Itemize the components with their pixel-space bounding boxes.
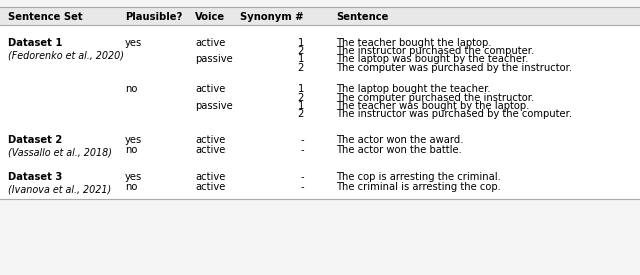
Text: The teacher bought the laptop.: The teacher bought the laptop. xyxy=(336,38,492,48)
Text: 2: 2 xyxy=(298,93,304,103)
Text: The computer was purchased by the instructor.: The computer was purchased by the instru… xyxy=(336,63,572,73)
Text: no: no xyxy=(125,145,137,155)
Text: yes: yes xyxy=(125,38,142,48)
Text: 2: 2 xyxy=(298,109,304,119)
Text: Dataset 2: Dataset 2 xyxy=(8,135,62,145)
Text: active: active xyxy=(195,182,225,192)
Text: The cop is arresting the criminal.: The cop is arresting the criminal. xyxy=(336,172,501,182)
Text: -: - xyxy=(300,182,304,192)
Text: The actor won the battle.: The actor won the battle. xyxy=(336,145,462,155)
Bar xyxy=(0,25,640,199)
Text: 1: 1 xyxy=(298,38,304,48)
Text: The instructor was purchased by the computer.: The instructor was purchased by the comp… xyxy=(336,109,572,119)
Text: 1: 1 xyxy=(298,54,304,64)
Text: Voice: Voice xyxy=(195,12,225,21)
Text: The actor won the award.: The actor won the award. xyxy=(336,135,463,145)
Text: (Ivanova et al., 2021): (Ivanova et al., 2021) xyxy=(8,184,111,194)
Text: The computer purchased the instructor.: The computer purchased the instructor. xyxy=(336,93,534,103)
Text: Dataset 3: Dataset 3 xyxy=(8,172,62,182)
Text: The instructor purchased the computer.: The instructor purchased the computer. xyxy=(336,46,534,56)
Text: Dataset 1: Dataset 1 xyxy=(8,38,62,48)
Text: passive: passive xyxy=(195,101,233,111)
Text: yes: yes xyxy=(125,135,142,145)
Text: -: - xyxy=(300,135,304,145)
Text: 1: 1 xyxy=(298,84,304,94)
Text: yes: yes xyxy=(125,172,142,182)
Text: (Fedorenko et al., 2020): (Fedorenko et al., 2020) xyxy=(8,50,124,60)
Text: active: active xyxy=(195,172,225,182)
Text: -: - xyxy=(300,172,304,182)
Text: 1: 1 xyxy=(298,101,304,111)
Text: Sentence Set: Sentence Set xyxy=(8,12,83,21)
Text: The laptop bought the teacher.: The laptop bought the teacher. xyxy=(336,84,491,94)
Text: Synonym #: Synonym # xyxy=(241,12,304,21)
Text: 2: 2 xyxy=(298,63,304,73)
Text: active: active xyxy=(195,145,225,155)
Bar xyxy=(0,7,640,25)
Text: no: no xyxy=(125,182,137,192)
Text: active: active xyxy=(195,84,225,94)
Text: (Vassallo et al., 2018): (Vassallo et al., 2018) xyxy=(8,147,112,157)
Text: The teacher was bought by the laptop.: The teacher was bought by the laptop. xyxy=(336,101,529,111)
Text: no: no xyxy=(125,84,137,94)
Text: Sentence: Sentence xyxy=(336,12,388,21)
Text: active: active xyxy=(195,135,225,145)
Text: 2: 2 xyxy=(298,46,304,56)
Text: passive: passive xyxy=(195,54,233,64)
Text: The criminal is arresting the cop.: The criminal is arresting the cop. xyxy=(336,182,501,192)
Text: The laptop was bought by the teacher.: The laptop was bought by the teacher. xyxy=(336,54,529,64)
Text: Plausible?: Plausible? xyxy=(125,12,182,21)
Text: active: active xyxy=(195,38,225,48)
Text: -: - xyxy=(300,145,304,155)
